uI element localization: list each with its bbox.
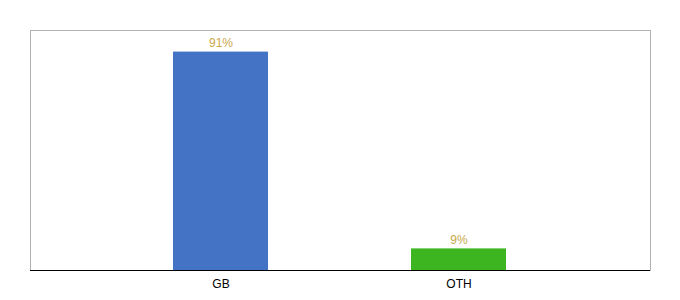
svg-text:GB: GB	[212, 277, 229, 291]
svg-text:OTH: OTH	[446, 277, 471, 291]
svg-text:91%: 91%	[209, 36, 233, 50]
svg-text:9%: 9%	[450, 233, 468, 247]
